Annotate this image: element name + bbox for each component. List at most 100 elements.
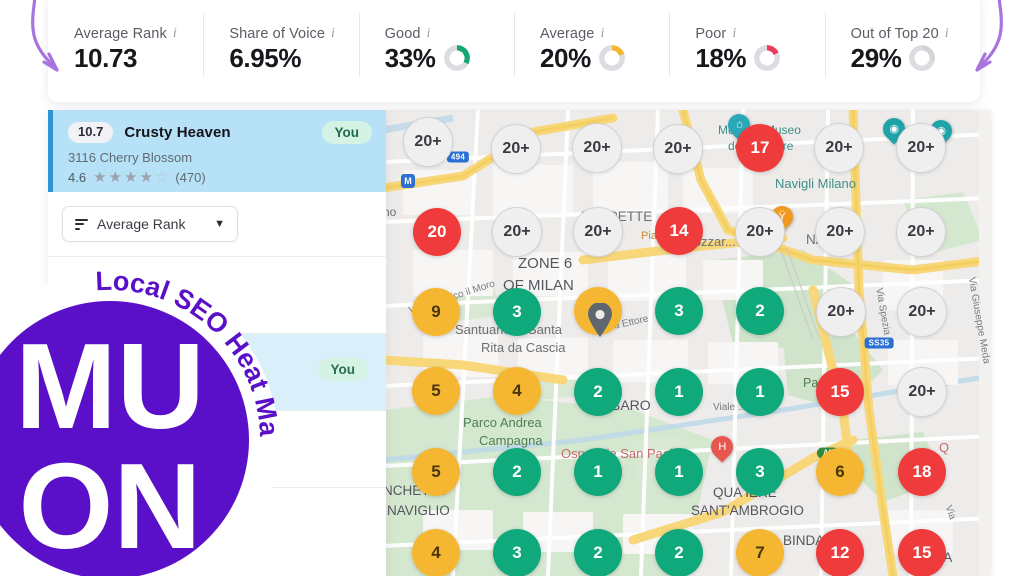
metric-label-row: Poor i bbox=[695, 26, 824, 42]
info-icon[interactable]: i bbox=[331, 25, 336, 41]
grid-rank-marker[interactable]: 4 bbox=[493, 367, 541, 415]
poi-glyph: H bbox=[718, 440, 726, 453]
grid-rank-marker[interactable]: 20+ bbox=[815, 207, 865, 257]
metric-value: 29% bbox=[850, 42, 902, 73]
metric-3: Good i 33% bbox=[358, 13, 514, 81]
hospital-pin[interactable]: H bbox=[706, 431, 738, 463]
rank-badge: 10.7 bbox=[68, 122, 114, 143]
chevron-down-icon: ▼ bbox=[214, 218, 225, 230]
grid-rank-marker[interactable]: 6 bbox=[816, 448, 864, 496]
grid-rank-marker[interactable]: 2 bbox=[655, 529, 703, 576]
metric-value-row: 18% bbox=[695, 42, 824, 73]
grid-rank-marker[interactable]: 9 bbox=[412, 288, 460, 336]
result-card-selected[interactable]: 10.7 Crusty Heaven You 3116 Cherry Bloss… bbox=[48, 110, 386, 192]
grid-rank-marker[interactable]: 20+ bbox=[896, 207, 946, 257]
grid-rank-marker[interactable]: 20+ bbox=[896, 123, 946, 173]
metric-6: Out of Top 20 i 29% bbox=[824, 13, 980, 81]
metro-station-icon: M bbox=[401, 174, 415, 188]
donut-good bbox=[443, 44, 470, 71]
grid-rank-marker[interactable]: 20+ bbox=[492, 207, 542, 257]
sort-dropdown[interactable]: Average Rank ▼ bbox=[62, 206, 238, 242]
grid-rank-marker[interactable]: 18 bbox=[898, 448, 946, 496]
you-badge: You bbox=[321, 121, 372, 144]
grid-rank-marker[interactable]: 2 bbox=[574, 529, 622, 576]
grid-rank-marker[interactable]: 2 bbox=[574, 368, 622, 416]
grid-rank-marker[interactable]: 2 bbox=[493, 448, 541, 496]
star-filled-icon: ★ bbox=[93, 169, 107, 186]
info-icon[interactable]: i bbox=[944, 25, 949, 41]
grid-rank-marker[interactable]: 20+ bbox=[897, 287, 947, 337]
star-filled-icon: ★ bbox=[139, 169, 153, 186]
metric-label-row: Good i bbox=[385, 26, 514, 42]
grid-rank-marker[interactable]: 1 bbox=[736, 368, 784, 416]
star-rating: ★ ★ ★ ★ ☆ bbox=[93, 170, 168, 185]
metric-4: Average i 20% bbox=[513, 13, 669, 81]
grid-rank-marker[interactable]: 20+ bbox=[735, 207, 785, 257]
metric-label: Out of Top 20 bbox=[850, 25, 939, 42]
svg-text:MU: MU bbox=[15, 318, 205, 454]
info-icon[interactable]: i bbox=[426, 25, 431, 41]
grid-rank-marker[interactable]: 1 bbox=[655, 448, 703, 496]
metric-1: Average Rank i 10.73 bbox=[48, 15, 203, 81]
star-empty-icon: ☆ bbox=[154, 169, 169, 186]
grid-rank-marker[interactable]: 20+ bbox=[491, 124, 541, 174]
metric-value: 18% bbox=[695, 42, 747, 73]
center-location-pin[interactable] bbox=[587, 302, 613, 342]
business-name: Crusty Heaven bbox=[124, 124, 231, 141]
metric-label: Share of Voice bbox=[229, 25, 326, 42]
grid-rank-marker[interactable]: 20+ bbox=[816, 287, 866, 337]
grid-rank-marker[interactable]: 14 bbox=[655, 207, 703, 255]
info-icon[interactable]: i bbox=[732, 25, 737, 41]
metric-value-row: 10.73 bbox=[74, 45, 203, 71]
metric-value: 20% bbox=[539, 42, 591, 73]
grid-rank-marker[interactable]: 3 bbox=[493, 288, 541, 336]
grid-rank-marker[interactable]: 20 bbox=[413, 208, 461, 256]
metric-label-row: Share of Voice i bbox=[229, 26, 358, 42]
grid-rank-marker[interactable]: 20+ bbox=[573, 207, 623, 257]
grid-rank-marker[interactable]: 20+ bbox=[814, 123, 864, 173]
donut-average bbox=[598, 44, 625, 71]
info-icon[interactable]: i bbox=[600, 25, 605, 41]
business-address: 3116 Cherry Blossom bbox=[68, 150, 193, 165]
star-filled-icon: ★ bbox=[108, 169, 122, 186]
grid-rank-marker[interactable]: 3 bbox=[493, 529, 541, 576]
metric-label-row: Out of Top 20 i bbox=[851, 26, 980, 42]
grid-rank-marker[interactable]: 1 bbox=[574, 448, 622, 496]
grid-rank-marker[interactable]: 1 bbox=[655, 368, 703, 416]
grid-rank-marker[interactable]: 15 bbox=[816, 368, 864, 416]
metric-value: 10.73 bbox=[74, 42, 138, 73]
grid-rank-marker[interactable]: 20+ bbox=[653, 124, 703, 174]
metric-5: Poor i 18% bbox=[669, 13, 824, 81]
brand-badge-watermark: MU ON Local SEO Heat Map Guide bbox=[0, 238, 288, 576]
grid-rank-marker[interactable]: 3 bbox=[655, 287, 703, 335]
heat-map[interactable]: Mudec • Museodell... ...ltureNavigli Mil… bbox=[383, 110, 991, 576]
grid-rank-marker[interactable]: 17 bbox=[736, 124, 784, 172]
grid-rank-marker[interactable]: 4 bbox=[412, 529, 460, 576]
poi-glyph: ◉ bbox=[889, 122, 899, 135]
grid-rank-marker[interactable]: 20+ bbox=[897, 367, 947, 417]
metric-label: Average bbox=[539, 25, 595, 42]
grid-rank-marker[interactable]: 7 bbox=[736, 529, 784, 576]
road-shield-icon: SS35 bbox=[864, 337, 894, 349]
grid-rank-marker[interactable]: 20+ bbox=[572, 123, 622, 173]
metric-label: Average Rank bbox=[74, 25, 167, 42]
info-icon[interactable]: i bbox=[172, 25, 177, 41]
sort-icon bbox=[75, 218, 88, 230]
metric-label: Good bbox=[384, 25, 421, 42]
road-shield-icon: 494 bbox=[446, 151, 470, 163]
grid-rank-marker[interactable]: 15 bbox=[898, 529, 946, 576]
grid-rank-marker[interactable]: 2 bbox=[736, 287, 784, 335]
grid-rank-marker[interactable]: 5 bbox=[412, 367, 460, 415]
metric-value-row: 29% bbox=[850, 42, 980, 73]
map-base-tiles bbox=[383, 110, 991, 576]
metric-value: 6.95% bbox=[229, 42, 302, 73]
grid-rank-marker[interactable]: 3 bbox=[736, 448, 784, 496]
grid-rank-marker[interactable]: 12 bbox=[816, 529, 864, 576]
result-card-header: 10.7 Crusty Heaven You bbox=[68, 121, 372, 144]
metric-value-row: 33% bbox=[385, 44, 514, 71]
metric-label-row: Average i bbox=[540, 26, 669, 42]
grid-rank-marker[interactable]: 20+ bbox=[403, 117, 453, 167]
sort-row: Average Rank ▼ bbox=[48, 192, 386, 256]
grid-rank-marker[interactable]: 5 bbox=[412, 448, 460, 496]
poi-glyph: ⌂ bbox=[735, 118, 743, 131]
